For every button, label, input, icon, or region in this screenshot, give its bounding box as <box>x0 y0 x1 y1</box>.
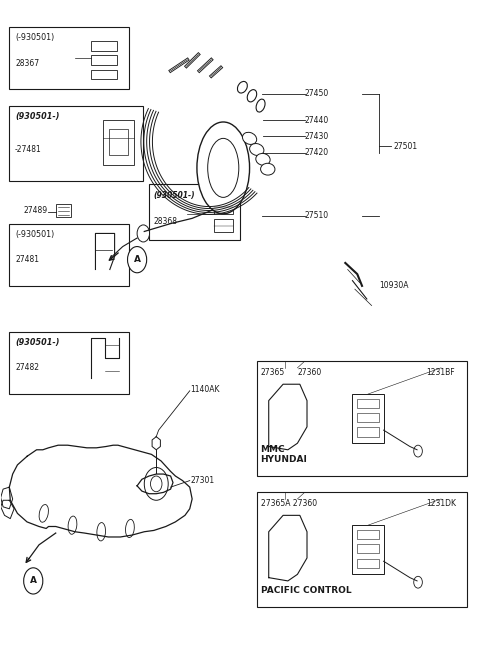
Ellipse shape <box>68 516 77 534</box>
Circle shape <box>137 225 150 242</box>
Bar <box>109 129 128 155</box>
Circle shape <box>414 576 422 588</box>
Bar <box>91 70 117 79</box>
Bar <box>214 219 233 232</box>
Ellipse shape <box>208 139 239 197</box>
Ellipse shape <box>256 99 265 112</box>
Text: 1140AK: 1140AK <box>191 385 220 394</box>
Text: A: A <box>30 576 37 585</box>
Text: -27481: -27481 <box>15 145 42 154</box>
Bar <box>357 558 379 568</box>
Text: 27482: 27482 <box>15 363 39 373</box>
Text: A: A <box>133 255 141 264</box>
Ellipse shape <box>39 505 48 522</box>
Bar <box>357 413 379 422</box>
Text: 27365: 27365 <box>261 368 285 377</box>
Bar <box>91 55 117 65</box>
Ellipse shape <box>197 122 250 214</box>
Text: 27481: 27481 <box>15 255 39 264</box>
Text: (930501-): (930501-) <box>15 112 60 121</box>
Text: (-930501): (-930501) <box>15 34 54 43</box>
Circle shape <box>24 568 43 594</box>
Circle shape <box>128 246 147 273</box>
Text: 28368: 28368 <box>154 217 178 225</box>
Circle shape <box>414 445 422 457</box>
Ellipse shape <box>238 81 247 93</box>
Bar <box>9 27 129 89</box>
Text: MMC
HYUNDAI: MMC HYUNDAI <box>261 445 308 464</box>
Bar <box>149 184 240 240</box>
Text: 27501: 27501 <box>393 142 417 150</box>
Bar <box>56 204 71 217</box>
Bar <box>91 41 117 51</box>
Ellipse shape <box>261 164 275 175</box>
Text: (930501-): (930501-) <box>15 338 60 348</box>
Bar <box>9 332 129 394</box>
Bar <box>357 428 379 437</box>
Bar <box>352 394 384 443</box>
Text: PACIFIC CONTROL: PACIFIC CONTROL <box>261 586 351 595</box>
Text: 1231DK: 1231DK <box>427 499 456 508</box>
Bar <box>257 492 468 607</box>
Text: (930501-): (930501-) <box>154 191 195 200</box>
Text: 27430: 27430 <box>305 132 329 141</box>
Polygon shape <box>152 437 160 450</box>
Bar <box>214 200 233 214</box>
Ellipse shape <box>250 143 264 156</box>
Bar <box>357 399 379 408</box>
Text: 27420: 27420 <box>305 148 329 157</box>
Bar <box>9 106 144 181</box>
Ellipse shape <box>242 132 257 145</box>
Text: 28367: 28367 <box>15 58 39 68</box>
Text: (-930501): (-930501) <box>15 230 54 239</box>
Text: 27440: 27440 <box>305 116 329 125</box>
Circle shape <box>144 468 168 500</box>
Text: 27510: 27510 <box>305 212 329 220</box>
Ellipse shape <box>97 522 106 541</box>
Text: 27450: 27450 <box>305 89 329 99</box>
Bar <box>357 530 379 539</box>
Text: 27301: 27301 <box>191 476 215 485</box>
Text: 1231BF: 1231BF <box>427 368 456 377</box>
Circle shape <box>151 476 162 491</box>
Bar <box>357 544 379 553</box>
Ellipse shape <box>126 520 134 537</box>
Bar <box>352 525 384 574</box>
Bar <box>257 361 468 476</box>
Text: 10930A: 10930A <box>379 281 408 290</box>
Ellipse shape <box>247 89 257 102</box>
Ellipse shape <box>256 154 270 166</box>
Bar <box>103 120 134 165</box>
Text: 27360: 27360 <box>298 368 322 377</box>
Bar <box>9 223 129 286</box>
Text: 27365A 27360: 27365A 27360 <box>261 499 317 508</box>
Text: 27489: 27489 <box>24 206 48 215</box>
